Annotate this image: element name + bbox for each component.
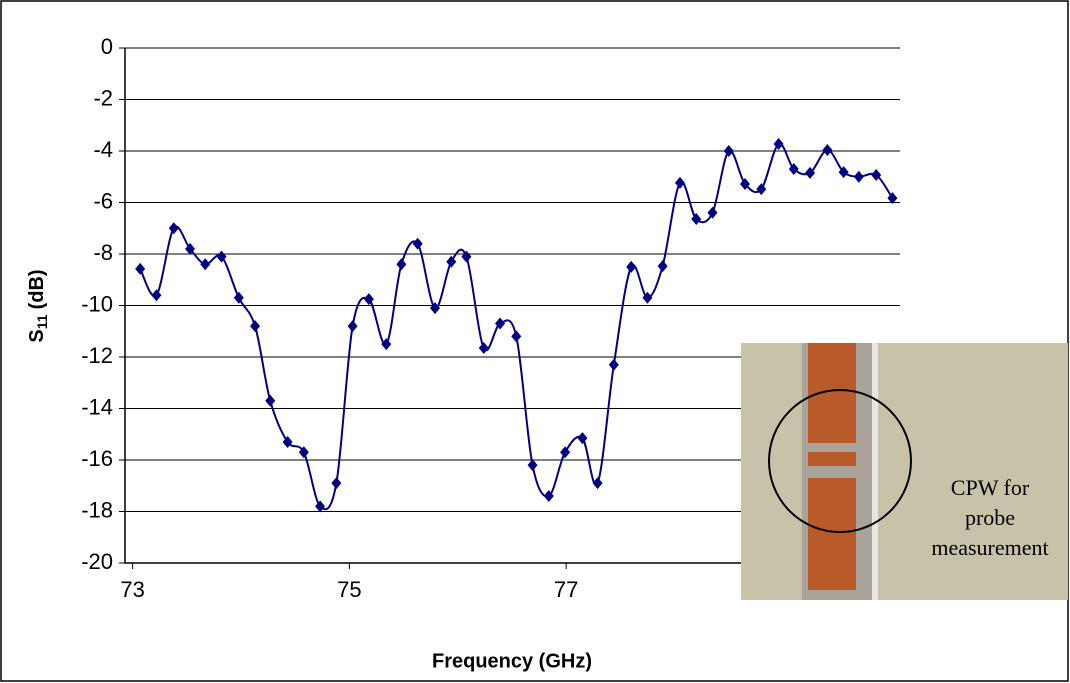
y-tick-label: 0 <box>101 34 113 59</box>
data-point <box>805 166 816 179</box>
data-point <box>543 490 554 503</box>
data-point <box>216 250 227 263</box>
data-point <box>298 446 309 459</box>
y-tick-label: -18 <box>81 497 113 522</box>
x-tick-label: 77 <box>554 577 578 602</box>
data-point <box>363 293 374 306</box>
y-tick-label: -4 <box>93 137 113 162</box>
data-point <box>511 330 522 343</box>
y-tick-label: -6 <box>93 188 113 213</box>
data-point <box>527 459 538 472</box>
y-tick-label: -20 <box>81 549 113 574</box>
data-point <box>200 258 211 271</box>
y-tick-label: -10 <box>81 291 113 316</box>
data-point <box>838 166 849 179</box>
photo-edge <box>872 343 878 600</box>
data-point <box>608 358 619 371</box>
annotation: measurement <box>931 535 1048 560</box>
y-axis-title-subscript: 11 <box>34 314 50 329</box>
data-point <box>331 477 342 490</box>
y-axis-title-main: S <box>26 329 48 342</box>
data-point <box>412 237 423 250</box>
y-axis-title: S11 (dB) <box>26 269 49 342</box>
data-point <box>592 477 603 490</box>
data-point <box>560 446 571 459</box>
data-point <box>626 260 637 273</box>
y-tick-label: -8 <box>93 240 113 265</box>
data-point <box>347 320 358 333</box>
data-point <box>396 258 407 271</box>
photo-line <box>808 452 856 466</box>
photo-pad <box>808 343 856 443</box>
data-point <box>756 183 767 196</box>
data-point <box>250 320 261 333</box>
data-point <box>723 145 734 157</box>
inset-photo <box>741 343 1068 600</box>
y-tick-label: -14 <box>81 394 113 419</box>
data-point <box>315 500 326 513</box>
data-point <box>135 262 146 275</box>
data-point <box>822 143 833 156</box>
x-tick-label: 73 <box>120 577 144 602</box>
data-point <box>642 291 653 304</box>
x-axis-title: Frequency (GHz) <box>432 650 592 672</box>
y-tick-label: -16 <box>81 446 113 471</box>
data-point <box>265 394 276 407</box>
photo-background <box>741 343 1068 600</box>
y-tick-label: -2 <box>93 85 113 110</box>
highlight-circle <box>768 389 912 533</box>
data-point <box>740 177 750 190</box>
data-point <box>788 163 799 176</box>
data-point <box>381 338 392 351</box>
plot-area: 0-2-4-6-8-10-12-14-16-18-2073757779 <box>81 34 900 602</box>
data-point <box>461 250 472 263</box>
data-point <box>674 176 685 189</box>
data-point <box>446 255 457 268</box>
data-point <box>478 341 489 354</box>
data-point <box>151 289 162 302</box>
data-point <box>430 302 440 315</box>
data-point <box>233 291 244 304</box>
data-point <box>657 260 668 273</box>
data-point <box>871 168 882 181</box>
y-axis-title-unit: (dB) <box>26 269 48 309</box>
data-point <box>691 212 702 225</box>
y-tick-label: -12 <box>81 343 113 368</box>
photo-pad <box>808 478 856 590</box>
data-point <box>185 242 196 255</box>
data-point <box>773 138 784 151</box>
annotation: probe <box>965 505 1015 530</box>
data-point <box>282 435 293 448</box>
data-point <box>853 170 864 183</box>
data-point <box>887 192 898 205</box>
data-point <box>707 206 718 219</box>
annotation: CPW for <box>951 475 1030 500</box>
data-point <box>495 317 506 330</box>
data-point <box>577 432 588 445</box>
x-tick-label: 75 <box>337 577 361 602</box>
data-point <box>168 222 179 235</box>
